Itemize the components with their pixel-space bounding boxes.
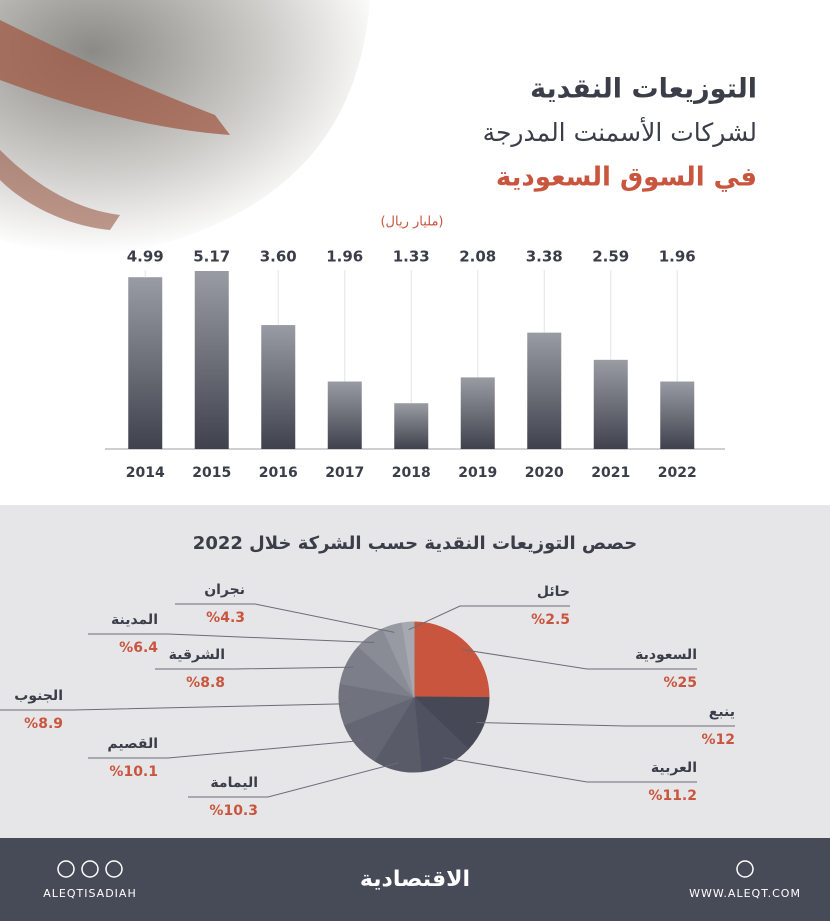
slice-value: %12 bbox=[701, 732, 735, 748]
leader-line bbox=[476, 721, 735, 727]
x-tick-label: 2017 bbox=[325, 465, 364, 481]
title-line: التوزيعات النقدية bbox=[530, 74, 757, 105]
leader-line bbox=[188, 762, 399, 798]
x-tick-label: 2021 bbox=[591, 465, 630, 481]
pie-slice bbox=[401, 621, 415, 698]
value-label: 1.96 bbox=[659, 248, 696, 266]
slice-label: المدينة bbox=[111, 612, 158, 628]
x-tick-label: 2018 bbox=[392, 465, 431, 481]
slice-value: %10.1 bbox=[109, 764, 158, 780]
social-handle: ALEQTISADIAH bbox=[43, 887, 136, 900]
unit-label: (مليار ريال) bbox=[380, 215, 443, 230]
footer bbox=[0, 838, 830, 921]
bar bbox=[527, 332, 562, 449]
slice-label: العربية bbox=[651, 760, 697, 776]
x-tick-label: 2016 bbox=[259, 465, 298, 481]
arm bbox=[0, 20, 230, 135]
bar bbox=[394, 403, 429, 449]
slice-value: %25 bbox=[663, 675, 697, 691]
bar bbox=[327, 381, 362, 449]
value-label: 1.33 bbox=[393, 248, 430, 266]
value-label: 4.99 bbox=[127, 248, 164, 266]
x-tick-label: 2014 bbox=[126, 465, 165, 481]
slice-label: ينبع bbox=[709, 704, 735, 720]
slice-value: %4.3 bbox=[206, 610, 245, 626]
slice-label: القصيم bbox=[107, 736, 158, 752]
leader-line bbox=[443, 757, 697, 783]
slice-value: %2.5 bbox=[531, 612, 570, 628]
x-tick-label: 2019 bbox=[458, 465, 497, 481]
brand: الاقتصادية bbox=[360, 867, 470, 892]
bar bbox=[194, 271, 229, 449]
pie-title: حصص التوزيعات النقدية حسب الشركة خلال 20… bbox=[193, 533, 637, 554]
bar bbox=[261, 325, 296, 449]
leader-line bbox=[88, 739, 363, 759]
slice-value: %10.3 bbox=[209, 803, 258, 819]
value-label: 3.38 bbox=[526, 248, 563, 266]
title-line: في السوق السعودية bbox=[496, 163, 757, 193]
leader-line bbox=[461, 648, 697, 670]
slice-value: %11.2 bbox=[648, 788, 697, 804]
value-label: 3.60 bbox=[260, 248, 297, 266]
website: WWW.ALEQT.COM bbox=[689, 887, 801, 900]
slice-label: السعودية bbox=[635, 647, 697, 663]
slice-value: %8.9 bbox=[24, 716, 63, 732]
x-tick-label: 2015 bbox=[192, 465, 231, 481]
bar bbox=[660, 381, 695, 449]
leader-line bbox=[88, 633, 375, 644]
x-tick-label: 2020 bbox=[525, 465, 564, 481]
leader-line bbox=[408, 605, 570, 631]
value-label: 2.08 bbox=[459, 248, 496, 266]
social-icons bbox=[57, 860, 754, 878]
x-tick-label: 2022 bbox=[658, 465, 697, 481]
arm bbox=[0, 150, 120, 230]
title-line: لشركات الأسمنت المدرجة bbox=[483, 116, 757, 147]
slice-label: الجنوب bbox=[14, 688, 63, 704]
value-label: 5.17 bbox=[193, 248, 230, 266]
leader-line bbox=[0, 703, 347, 711]
slice-label: نجران bbox=[204, 582, 245, 598]
slice-label: اليمامة bbox=[210, 775, 258, 791]
bar bbox=[128, 277, 163, 449]
leader-line bbox=[155, 666, 354, 670]
slice-value: %6.4 bbox=[119, 640, 158, 656]
value-label: 2.59 bbox=[592, 248, 629, 266]
leader-line bbox=[175, 603, 395, 633]
slice-label: حائل bbox=[537, 584, 570, 600]
bar bbox=[460, 377, 495, 449]
value-label: 1.96 bbox=[326, 248, 363, 266]
slice-label: الشرقية bbox=[169, 647, 225, 663]
bar bbox=[593, 359, 628, 449]
slice-value: %8.8 bbox=[186, 675, 225, 691]
